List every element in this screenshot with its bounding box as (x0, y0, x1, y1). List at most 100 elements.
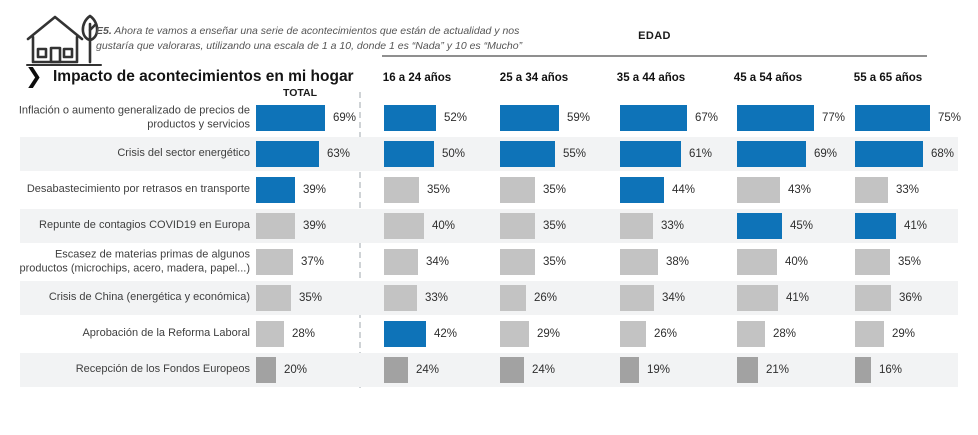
category-label: Recepción de los Fondos Europeos (75, 363, 250, 376)
bar-value: 42% (434, 328, 458, 340)
bar (620, 213, 653, 239)
bar-value: 52% (444, 112, 468, 124)
bar-value: 29% (537, 328, 561, 340)
bar (737, 249, 777, 275)
bar (384, 249, 418, 275)
bar-value: 34% (662, 292, 686, 304)
bar (384, 285, 417, 311)
bar (500, 357, 524, 383)
bar (855, 105, 930, 131)
bar-value: 45% (790, 220, 814, 232)
bar (620, 285, 654, 311)
bar (855, 321, 884, 347)
age-column-header: 16 a 24 años (382, 72, 452, 84)
chart-row: Escasez de materias primas de algunos pr… (0, 244, 978, 280)
bar (256, 105, 325, 131)
bar (737, 321, 765, 347)
bar-value: 41% (786, 292, 810, 304)
bar (384, 321, 426, 347)
bar-value: 39% (303, 220, 327, 232)
bar-chart: Inflación o aumento generalizado de prec… (0, 100, 978, 388)
bar (256, 177, 295, 203)
bar (855, 249, 890, 275)
chart-row: Inflación o aumento generalizado de prec… (0, 100, 978, 136)
bar-value: 40% (785, 256, 809, 268)
bar-value: 35% (898, 256, 922, 268)
category-label: Escasez de materias primas de algunos pr… (19, 248, 251, 274)
bar-value: 63% (327, 148, 351, 160)
bar (256, 285, 291, 311)
bar-value: 38% (666, 256, 690, 268)
bar (855, 141, 923, 167)
bar-value: 34% (426, 256, 450, 268)
bar-value: 26% (654, 328, 678, 340)
bar-value: 35% (543, 256, 567, 268)
bar (855, 177, 888, 203)
bar-value: 50% (442, 148, 466, 160)
category-label: Crisis de China (energética y económica) (48, 291, 250, 304)
chart-row: Desabastecimiento por retrasos en transp… (0, 172, 978, 208)
bar-value: 35% (299, 292, 323, 304)
category-label: Crisis del sector energético (117, 147, 250, 160)
total-column-header: TOTAL (282, 87, 318, 99)
edad-underline (382, 55, 927, 57)
bar (737, 105, 814, 131)
bar-value: 61% (689, 148, 713, 160)
question-body: Ahora te vamos a enseñar una serie de ac… (96, 25, 523, 52)
bar (384, 105, 436, 131)
bar-value: 67% (695, 112, 719, 124)
bar-value: 35% (427, 184, 451, 196)
age-column-header: 25 a 34 años (499, 72, 569, 84)
bar-value: 68% (931, 148, 955, 160)
chart-row: Repunte de contagios COVID19 en Europa 39… (0, 208, 978, 244)
bar (737, 357, 758, 383)
chart-row: Aprobación de la Reforma Laboral 28% 42% 29… (0, 316, 978, 352)
bar-value: 35% (543, 184, 567, 196)
bar-value: 19% (647, 364, 671, 376)
chart-row: Recepción de los Fondos Europeos 20% 24% 24… (0, 352, 978, 388)
house-with-tree-icon (26, 14, 102, 66)
bar (620, 249, 658, 275)
bar (737, 285, 778, 311)
bar (737, 213, 782, 239)
bar-value: 39% (303, 184, 327, 196)
bar (384, 357, 408, 383)
bar (500, 213, 535, 239)
bar-value: 69% (333, 112, 357, 124)
bar (620, 177, 664, 203)
bar (500, 177, 535, 203)
bar-value: 29% (892, 328, 916, 340)
age-column-header: 45 a 54 años (733, 72, 803, 84)
bar (256, 141, 319, 167)
bar-value: 16% (879, 364, 903, 376)
bar-value: 33% (661, 220, 685, 232)
bar (500, 285, 526, 311)
bar-value: 35% (543, 220, 567, 232)
bar (620, 105, 687, 131)
bar (737, 141, 806, 167)
bar (855, 285, 891, 311)
survey-question-text: E5. Ahora te vamos a enseñar una serie d… (96, 24, 534, 53)
bar (500, 141, 555, 167)
chart-row: Crisis del sector energético 63% 50% 55% 61%… (0, 136, 978, 172)
bar-value: 26% (534, 292, 558, 304)
bar (855, 357, 871, 383)
category-label: Repunte de contagios COVID19 en Europa (39, 219, 250, 232)
bar-value: 77% (822, 112, 846, 124)
bar (500, 105, 559, 131)
bar (256, 357, 276, 383)
chart-row: Crisis de China (energética y económica)… (0, 280, 978, 316)
bar (384, 141, 434, 167)
chevron-right-icon: ❯ (25, 65, 43, 88)
question-code: E5. (96, 25, 112, 37)
category-label: Inflación o aumento generalizado de prec… (18, 104, 250, 130)
bar (620, 321, 646, 347)
bar-value: 37% (301, 256, 325, 268)
bar (620, 357, 639, 383)
bar (620, 141, 681, 167)
bar (500, 249, 535, 275)
age-column-header: 35 a 44 años (616, 72, 686, 84)
bar (256, 321, 284, 347)
bar (256, 213, 295, 239)
bar-value: 55% (563, 148, 587, 160)
